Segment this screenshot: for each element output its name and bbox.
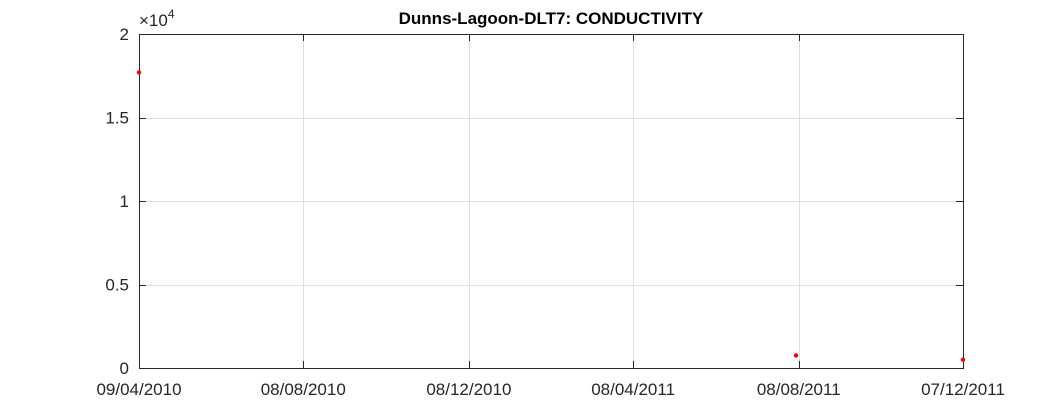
x-tick-label: 07/12/2011	[921, 380, 1005, 399]
y-tick-label: 2	[120, 25, 129, 44]
data-point	[793, 353, 799, 358]
x-tick-label: 09/04/2010	[96, 380, 181, 399]
axes-box	[139, 34, 964, 369]
y-tick-label: 1	[120, 192, 129, 211]
axes-layer	[139, 34, 964, 369]
labels-layer: 09/04/2010 08/08/2010 08/12/2010 08/04/2011…	[96, 25, 1004, 399]
y-axis-multiplier: ×104	[139, 7, 175, 30]
y-tick-label: 0	[120, 359, 129, 378]
data-point	[136, 70, 142, 75]
x-tick-label: 08/08/2011	[757, 380, 841, 399]
y-axis-multiplier-exponent: 4	[168, 7, 175, 21]
marks-layer	[136, 70, 966, 362]
y-tick-label: 0.5	[105, 276, 129, 295]
x-tick-label: 08/08/2010	[261, 380, 346, 399]
chart-title: Dunns-Lagoon-DLT7: CONDUCTIVITY	[399, 9, 704, 28]
x-tick-label: 08/12/2010	[426, 380, 511, 399]
y-axis-multiplier-base: ×10	[139, 11, 168, 30]
y-tick-label: 1.5	[105, 109, 129, 128]
x-tick-label: 08/04/2011	[591, 380, 675, 399]
data-point	[960, 357, 966, 362]
